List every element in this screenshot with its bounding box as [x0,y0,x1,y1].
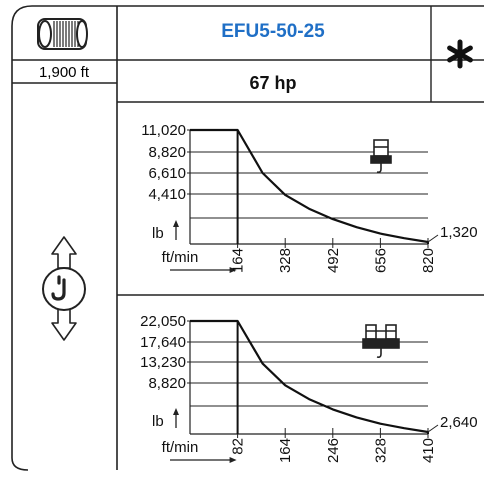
chart-2: 22,050 17,640 13,230 8,820 lb ft/min 82 164 246 3… [140,313,477,463]
load-curve [190,128,429,244]
y-tick-label: 13,230 [140,354,186,371]
x-arrow-head [229,457,237,463]
y-tick-label: 17,640 [140,334,186,351]
y-tick-label: 11,020 [141,122,186,139]
end-label-leader [427,234,439,243]
y-tick-label: 22,050 [140,313,186,330]
y-arrow-head [173,408,179,415]
asterisk-icon [447,39,473,69]
end-load-label: 2,640 [440,414,478,431]
y-tick-label: 4,410 [148,186,186,203]
end-load-label: 1,320 [440,224,478,241]
motor-power: 67 hp [249,73,296,93]
hoist-up-down-icon [42,236,86,341]
chart-1: 11,020 8,820 6,610 4,410 lb ft/min 164 328 492 65… [141,122,477,273]
load-curve [190,319,429,434]
single-hook-icon [370,139,392,173]
charts: 11,020 8,820 6,610 4,410 lb ft/min 164 328 492 65… [140,122,477,463]
model-title: EFU5-50-25 [221,21,325,42]
x-tick-label: 246 [325,438,342,463]
y-unit-label: lb [152,225,164,242]
y-tick-label: 6,610 [148,165,186,182]
x-arrow-head [229,267,237,273]
double-hook-icon [362,324,400,358]
x-unit-label: ft/min [162,439,199,456]
y-unit-label: lb [152,413,164,430]
x-tick-label: 164 [230,248,247,273]
outer-frame [11,5,484,471]
x-tick-label: 820 [420,248,437,273]
x-tick-label: 328 [372,438,389,463]
y-tick-label: 8,820 [148,375,186,392]
x-unit-label: ft/min [162,249,199,266]
end-label-leader [427,424,439,433]
x-tick-label: 656 [372,248,389,273]
y-arrow-head [173,220,179,227]
x-tick-label: 164 [277,438,294,463]
x-tick-label: 328 [277,248,294,273]
rope-drum-icon [37,18,88,50]
x-tick-label: 492 [325,248,342,273]
y-tick-label: 8,820 [148,144,186,161]
rope-length: 1,900 ft [39,64,90,81]
x-tick-label: 410 [420,438,437,463]
x-tick-label: 82 [230,438,247,455]
